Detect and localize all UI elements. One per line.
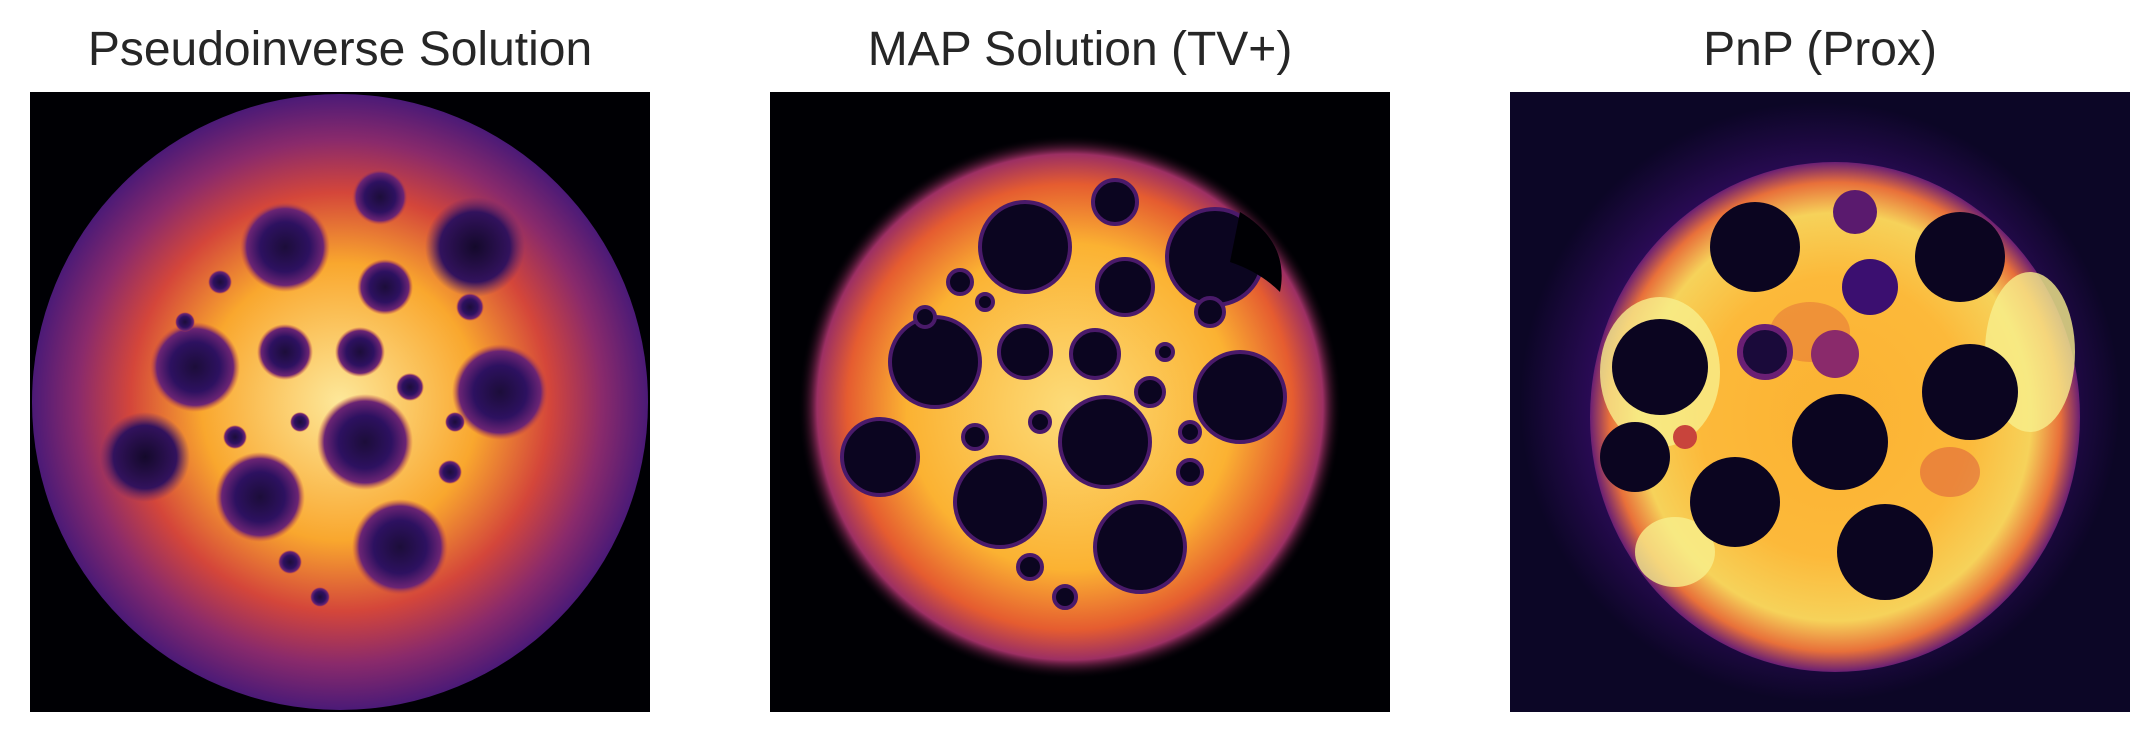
panel-title: PnP (Prox)	[1703, 23, 1937, 76]
panel-title: Pseudoinverse Solution	[87, 23, 593, 76]
panel-pseudoinverse: Pseudoinverse Solution	[30, 0, 650, 737]
panel-pnp: PnP (Prox)	[1510, 0, 2130, 737]
reconstruction-image	[30, 92, 650, 712]
panel-title: MAP Solution (TV+)	[867, 23, 1293, 76]
reconstruction-image	[770, 92, 1390, 712]
reconstruction-image	[1510, 92, 2130, 712]
panel-map: MAP Solution (TV+)	[770, 0, 1390, 737]
